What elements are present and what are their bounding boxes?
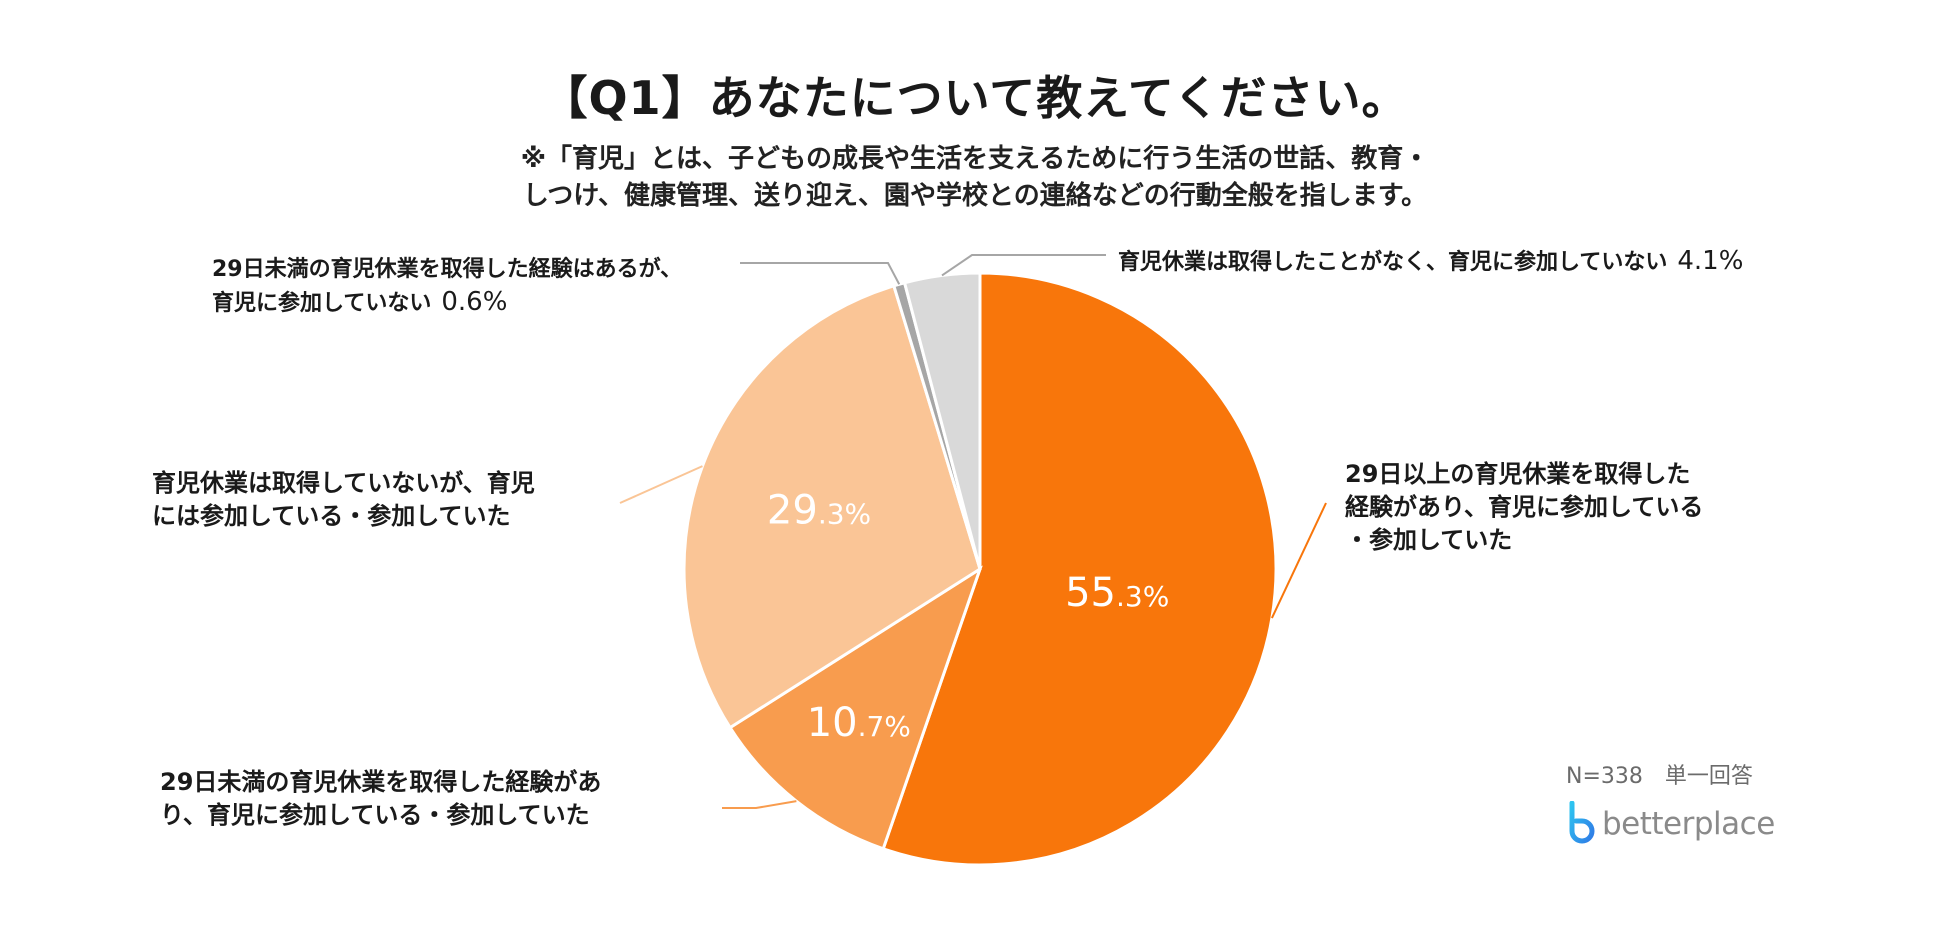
betterplace-logo: betterplace (1566, 800, 1775, 848)
chart-subtitle-line-1: ※「育児」とは、子どもの成長や生活を支えるために行う生活の世話、教育・ (520, 144, 1430, 174)
slice-label-under-29days-not-participating: 29日未満の育児休業を取得した経験はあるが、 育児に参加していない 0.6% (212, 257, 683, 318)
chart-subtitle-line-2: しつけ、健康管理、送り迎え、園や学校との連絡などの行動全般を指します。 (522, 181, 1428, 211)
chart-title: 【Q1】あなたについて教えてください。 (541, 71, 1409, 125)
brand-name: betterplace (1602, 806, 1775, 842)
leader-line-no-leave-participating (619, 465, 703, 504)
slice-label-under-29days-participating: 29日未満の育児休業を取得した経験があ り、育児に参加している・参加していた (160, 768, 602, 830)
slice-value-no-leave-participating: 29.3% (767, 487, 871, 533)
slice-label-no-leave-not-participating: 育児休業は取得したことがなく、育児に参加していない 4.1% (1118, 246, 1744, 276)
slice-label-29days-plus: 29日以上の育児休業を取得した 経験があり、育児に参加している ・参加していた (1345, 460, 1704, 555)
betterplace-logo-icon (1569, 801, 1595, 847)
leader-line-no-leave-not-participating (941, 254, 1106, 277)
pie-slice-no-leave-participating (682, 283, 982, 730)
slice-value-0-6: 0.6% (441, 287, 508, 318)
slice-label-no-leave-participating: 育児休業は取得していないが、育児 には参加している・参加していた (152, 469, 535, 531)
slice-value-4-1: 4.1% (1677, 246, 1744, 276)
leader-line-under-29days-not-participating (740, 262, 901, 285)
leader-line-29days-plus (1271, 502, 1327, 619)
slice-value-29days-plus: 55.3% (1065, 570, 1169, 616)
sample-size-note: N=338 単一回答 (1566, 764, 1753, 789)
slice-value-under-29days-participating: 10.7% (807, 700, 911, 746)
leader-line-under-29days-participating (722, 800, 797, 809)
pie-slice-no-leave-not-participating (902, 271, 982, 570)
